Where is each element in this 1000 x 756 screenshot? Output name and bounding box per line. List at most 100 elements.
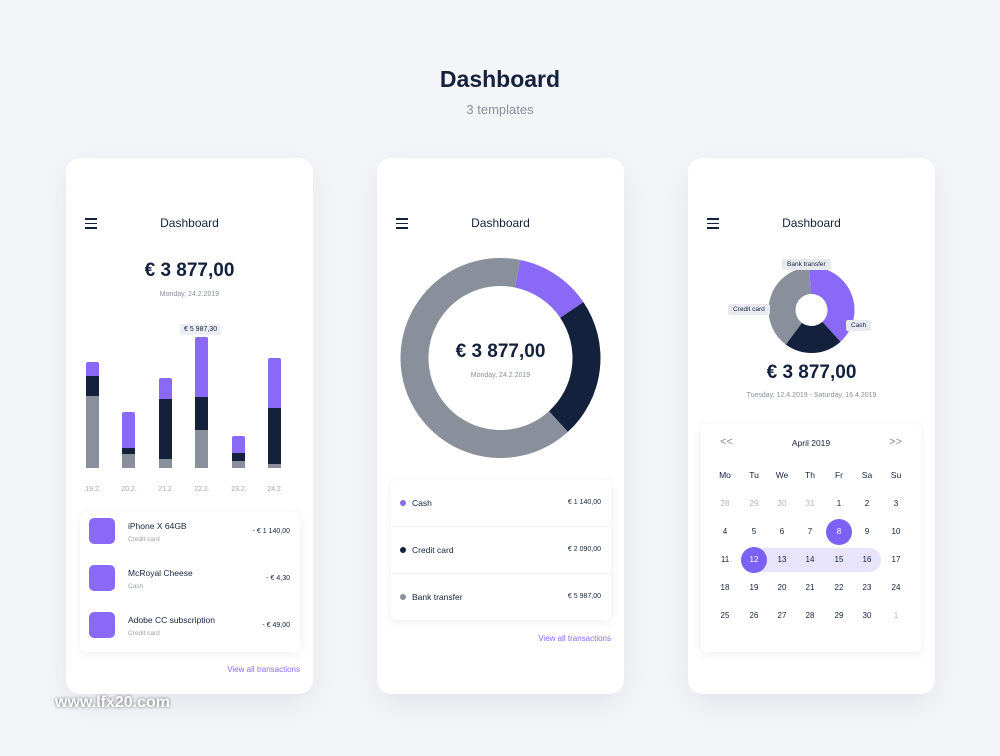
category-label: Cash bbox=[412, 498, 432, 508]
weekday-th: Th bbox=[805, 470, 815, 480]
bar-segment bbox=[122, 454, 135, 468]
calendar-day[interactable]: 20 bbox=[777, 583, 787, 592]
bar-segment bbox=[122, 448, 135, 454]
transaction-method: Credit card bbox=[128, 630, 160, 637]
calendar-day[interactable]: 12 bbox=[740, 547, 768, 573]
calendar-day[interactable]: 2 bbox=[864, 499, 870, 508]
transaction-name: Adobe CC subscription bbox=[128, 615, 215, 625]
bar-22.2.[interactable] bbox=[195, 337, 208, 468]
calendar-day[interactable]: 30 bbox=[862, 611, 872, 620]
card-title: Dashboard bbox=[471, 216, 530, 230]
calendar-day[interactable]: 17 bbox=[891, 555, 901, 564]
transaction-method: Cash bbox=[128, 583, 144, 590]
bar-segment bbox=[159, 378, 172, 399]
calendar-day[interactable]: 18 bbox=[720, 583, 730, 592]
card-header: Dashboard bbox=[66, 216, 313, 232]
calendar-day[interactable]: 9 bbox=[864, 527, 870, 536]
calendar-day[interactable]: 22 bbox=[834, 583, 844, 592]
slice-credit-card[interactable] bbox=[548, 302, 601, 432]
calendar-day[interactable]: 11 bbox=[720, 555, 730, 564]
bar-tooltip: € 5 987,30 bbox=[180, 324, 222, 335]
calendar-day[interactable]: 6 bbox=[779, 527, 785, 536]
weekday-su: Su bbox=[890, 470, 902, 480]
transaction-list: iPhone X 64GB Credit card - € 1 140,00 M… bbox=[80, 512, 300, 652]
bar-23.2.[interactable] bbox=[232, 436, 245, 468]
credit-card-dot bbox=[400, 547, 406, 553]
calendar-day[interactable]: 28 bbox=[805, 611, 815, 620]
hero-title: Dashboard bbox=[439, 66, 561, 92]
balance-amount: € 3 877,00 bbox=[455, 341, 546, 362]
transaction-item[interactable]: iPhone X 64GB Credit card - € 1 140,00 bbox=[80, 512, 300, 558]
calendar-day[interactable]: 8 bbox=[825, 519, 853, 545]
watermark: www.lfx20.com bbox=[55, 694, 170, 711]
calendar-day[interactable]: 21 bbox=[805, 583, 815, 592]
transaction-icon bbox=[89, 518, 115, 544]
calendar-day[interactable]: 3 bbox=[893, 499, 899, 508]
calendar-day[interactable]: 29 bbox=[834, 611, 844, 620]
slice-bank-transfer[interactable] bbox=[400, 258, 568, 458]
category-value: € 2 090,00 bbox=[567, 546, 601, 553]
x-tick-label: 23.2. bbox=[231, 486, 247, 493]
calendar-day[interactable]: 19 bbox=[749, 583, 759, 592]
calendar-day[interactable]: 27 bbox=[777, 611, 787, 620]
view-all-transactions-link[interactable]: View all transactions bbox=[538, 634, 611, 643]
calendar-day[interactable]: 16 bbox=[862, 555, 872, 564]
slice-cash[interactable] bbox=[514, 260, 584, 318]
calendar-day[interactable]: 7 bbox=[807, 527, 813, 536]
prev-month-button[interactable]: << bbox=[720, 436, 733, 448]
transaction-amount: - € 1 140,00 bbox=[252, 528, 290, 535]
calendar-day[interactable]: 31 bbox=[805, 499, 815, 508]
calendar-card: Dashboard Bank transfer Credit card Cash… bbox=[688, 158, 935, 694]
slice-bank-transfer[interactable] bbox=[809, 267, 855, 342]
category-item[interactable]: Bank transfer € 5 987,00 bbox=[391, 574, 611, 621]
calendar-day[interactable]: 14 bbox=[805, 555, 815, 564]
transaction-icon bbox=[89, 612, 115, 638]
cash-label: Cash bbox=[846, 320, 872, 331]
calendar-day[interactable]: 30 bbox=[777, 499, 787, 508]
calendar-day[interactable]: 25 bbox=[720, 611, 730, 620]
menu-icon[interactable] bbox=[396, 218, 408, 229]
calendar-day[interactable]: 10 bbox=[891, 527, 901, 536]
calendar-day[interactable]: 26 bbox=[749, 611, 759, 620]
weekday-tu: Tu bbox=[749, 470, 759, 480]
bar-segment bbox=[122, 412, 135, 448]
bar-20.2.[interactable] bbox=[122, 412, 135, 468]
calendar-day[interactable]: 13 bbox=[777, 555, 787, 564]
weekday-we: We bbox=[775, 470, 789, 480]
view-all-transactions-link[interactable]: View all transactions bbox=[227, 665, 300, 674]
balance-amount: € 3 877,00 bbox=[144, 260, 235, 281]
weekday-mo: Mo bbox=[719, 470, 731, 480]
cash-dot bbox=[400, 500, 406, 506]
calendar-day[interactable]: 24 bbox=[891, 583, 901, 592]
bar-segment bbox=[195, 397, 208, 430]
x-tick-label: 22.2. bbox=[194, 486, 210, 493]
bar-segment bbox=[86, 396, 99, 468]
calendar-day[interactable]: 28 bbox=[720, 499, 730, 508]
slice-credit-card[interactable] bbox=[768, 267, 811, 345]
bank-transfer-dot bbox=[400, 594, 406, 600]
bar-21.2.[interactable] bbox=[159, 378, 172, 468]
slice-cash[interactable] bbox=[785, 321, 841, 353]
donut-chart-card: Dashboard € 3 877,00 Monday, 24.2.2019 C… bbox=[377, 158, 624, 694]
bar-24.2.[interactable] bbox=[268, 358, 281, 468]
calendar-day[interactable]: 1 bbox=[893, 611, 899, 620]
balance-date: Monday, 24.2.2019 bbox=[159, 291, 220, 298]
menu-icon[interactable] bbox=[85, 218, 97, 229]
next-month-button[interactable]: >> bbox=[889, 436, 902, 448]
calendar-day[interactable]: 29 bbox=[749, 499, 759, 508]
category-item[interactable]: Cash € 1 140,00 bbox=[391, 480, 611, 527]
calendar-day[interactable]: 4 bbox=[722, 527, 728, 536]
transaction-item[interactable]: Adobe CC subscription Credit card - € 49… bbox=[80, 606, 300, 652]
menu-icon[interactable] bbox=[707, 218, 719, 229]
transaction-item[interactable]: McRoyal Cheese Cash - € 4,30 bbox=[80, 559, 300, 605]
bar-segment bbox=[268, 464, 281, 468]
date-range: Tuesday, 12.4.2019 - Saturday, 16.4.2019 bbox=[746, 392, 877, 399]
calendar-day[interactable]: 23 bbox=[862, 583, 872, 592]
calendar-day[interactable]: 15 bbox=[834, 555, 844, 564]
calendar-day[interactable]: 1 bbox=[836, 499, 842, 508]
x-tick-label: 21.2. bbox=[158, 486, 174, 493]
category-item[interactable]: Credit card € 2 090,00 bbox=[391, 527, 611, 574]
calendar-day[interactable]: 5 bbox=[751, 527, 757, 536]
bar-19.2.[interactable] bbox=[86, 362, 99, 468]
donut-chart bbox=[400, 258, 601, 458]
